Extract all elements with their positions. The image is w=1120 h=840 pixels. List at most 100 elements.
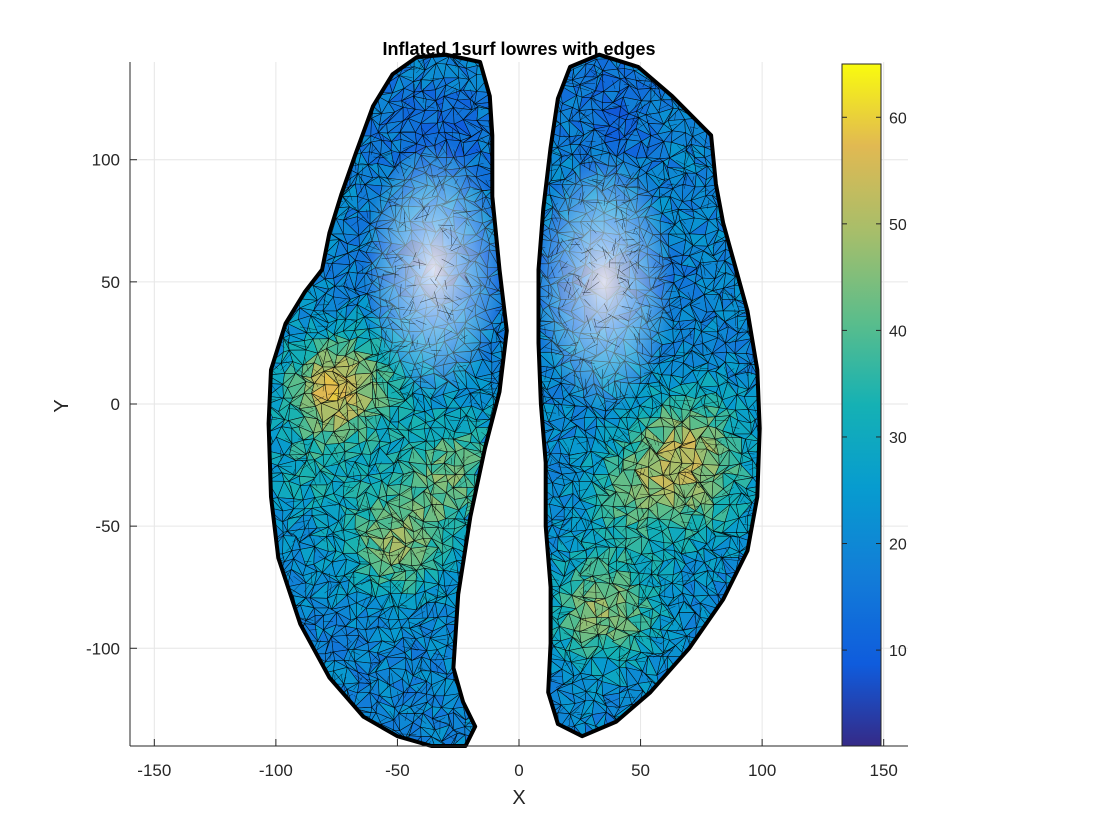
mesh-edge <box>406 421 411 431</box>
mesh-edge <box>396 74 413 78</box>
mesh-edge <box>292 469 296 476</box>
mesh-edge <box>371 383 384 386</box>
mesh-edge <box>348 386 354 397</box>
mesh-edge <box>317 639 322 649</box>
mesh-edge <box>353 422 356 434</box>
mesh-edge <box>295 456 307 465</box>
mesh-edge <box>417 686 424 695</box>
mesh-edge <box>438 162 453 170</box>
mesh-edge <box>720 567 729 575</box>
mesh-edge <box>381 595 389 608</box>
mesh-edge <box>413 380 429 383</box>
mesh-edge <box>416 340 418 347</box>
mesh-edge <box>381 257 398 260</box>
mesh-edge <box>489 371 495 376</box>
mesh-edge <box>567 199 573 216</box>
mesh-edge <box>404 711 408 721</box>
mesh-edge <box>293 533 300 542</box>
mesh-edge <box>338 297 348 305</box>
mesh-edge <box>455 87 458 96</box>
mesh-edge <box>389 710 397 722</box>
mesh-edge <box>446 733 459 743</box>
mesh-edge <box>390 582 402 595</box>
mesh-edge <box>381 365 391 368</box>
mesh-edge <box>327 262 331 272</box>
mesh-edge <box>341 411 348 417</box>
mesh-edge <box>416 707 425 711</box>
mesh-edge <box>714 263 720 271</box>
mesh-edge <box>365 417 374 422</box>
mesh-edge <box>433 639 446 641</box>
mesh-edge <box>333 374 339 383</box>
mesh-edge <box>371 265 373 283</box>
mesh-edge <box>295 519 311 524</box>
mesh-edge <box>481 389 500 396</box>
mesh-edge <box>447 309 453 321</box>
mesh-edge <box>384 330 387 348</box>
mesh-edge <box>431 725 435 732</box>
mesh-edge <box>711 439 722 453</box>
mesh-edge <box>320 359 333 366</box>
mesh-edge <box>399 392 409 396</box>
mesh-edge <box>316 422 328 426</box>
mesh-edge <box>435 588 450 599</box>
mesh-edge <box>406 687 409 694</box>
mesh-edge <box>357 530 364 537</box>
mesh-edge <box>369 592 372 603</box>
mesh-edge <box>390 306 405 310</box>
mesh-edge <box>629 249 633 257</box>
mesh-edge <box>567 457 579 460</box>
mesh-edge <box>376 368 392 379</box>
mesh-edge <box>327 393 342 395</box>
mesh-edge <box>402 100 407 109</box>
mesh-edge <box>450 486 462 488</box>
mesh-edge <box>417 57 431 63</box>
mesh-edge <box>313 538 316 553</box>
mesh-edge <box>587 518 589 527</box>
mesh-edge <box>408 706 422 720</box>
mesh-edge <box>454 178 459 185</box>
mesh-edge <box>341 514 343 522</box>
mesh-edge <box>431 179 440 197</box>
mesh-edge <box>285 570 294 583</box>
mesh-edge <box>439 226 450 239</box>
mesh-edge <box>576 385 580 392</box>
mesh-edge <box>340 391 350 393</box>
mesh-edge <box>433 717 446 724</box>
mesh-edge <box>421 203 430 212</box>
mesh-edge <box>377 396 380 407</box>
mesh-edge <box>331 459 341 465</box>
mesh-edge <box>422 594 431 607</box>
mesh-edge <box>391 673 395 688</box>
mesh-edge <box>375 696 384 710</box>
mesh-edge <box>385 298 389 309</box>
mesh-edge <box>371 142 373 155</box>
mesh-edge <box>373 156 388 159</box>
mesh-edge <box>310 572 313 587</box>
mesh-edge <box>438 224 454 227</box>
mesh-edge <box>586 315 592 332</box>
mesh-edge <box>470 95 477 112</box>
mesh-edge <box>403 147 409 154</box>
mesh-edge <box>369 664 373 673</box>
plot-area[interactable] <box>129 45 908 769</box>
mesh-edge <box>718 377 730 387</box>
mesh-edge <box>383 350 399 354</box>
mesh-edge <box>452 380 460 384</box>
mesh-edge <box>417 660 423 671</box>
mesh-edge <box>396 265 415 270</box>
mesh-edge <box>686 572 691 581</box>
mesh-edge <box>318 556 331 562</box>
mesh-edge <box>304 383 315 392</box>
mesh-edge <box>405 165 412 171</box>
mesh-edge <box>346 409 363 412</box>
mesh-edge <box>429 392 442 404</box>
mesh-edge <box>430 693 437 706</box>
mesh-edge <box>415 319 427 325</box>
mesh-edge <box>463 722 472 724</box>
mesh-edge <box>728 493 734 501</box>
mesh-edge <box>480 400 494 410</box>
mesh-edge <box>285 438 293 443</box>
mesh-edge <box>375 461 382 472</box>
